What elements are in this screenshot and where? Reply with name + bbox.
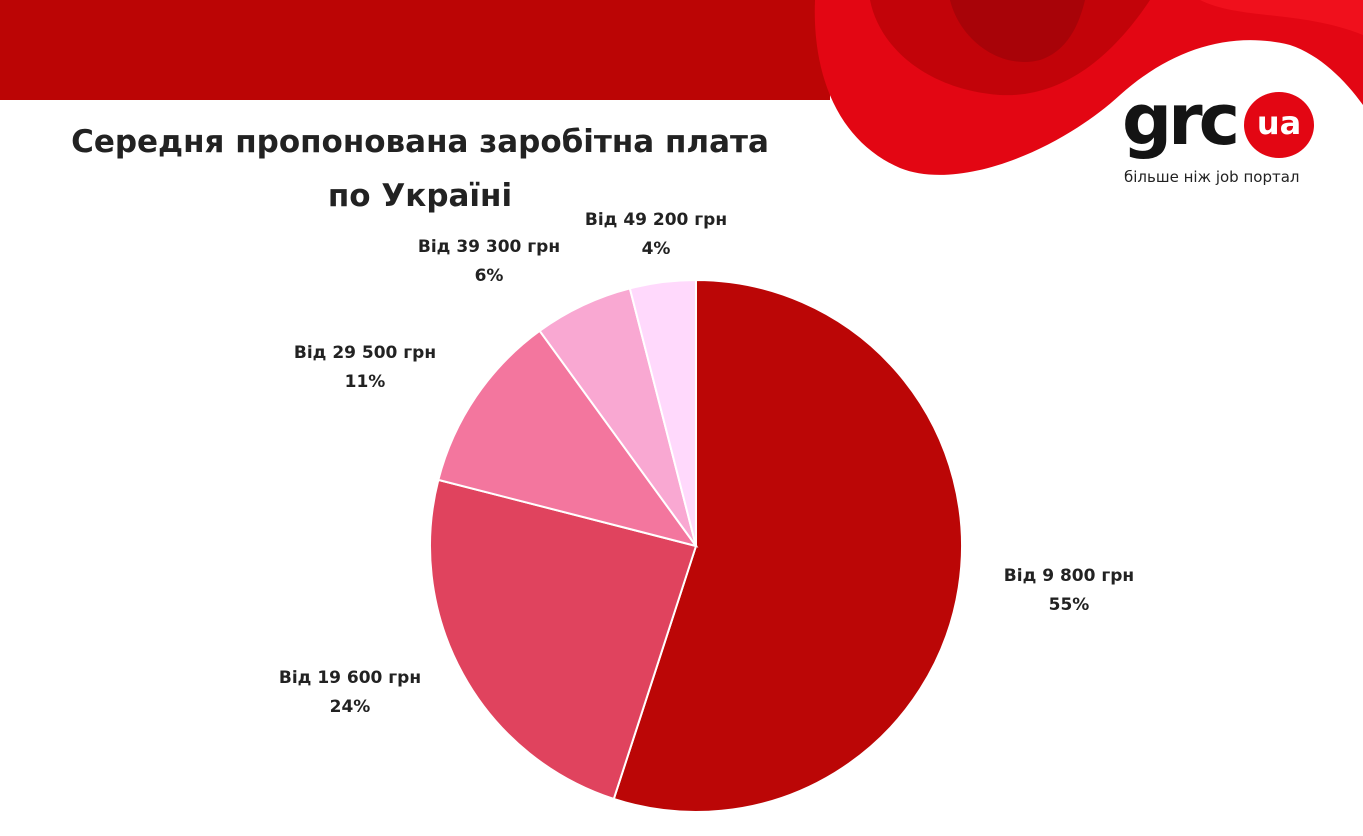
slice-label: Від 29 500 грн: [294, 343, 436, 363]
pie-labels: Від 9 800 грн 55% Від 19 600 грн 24% Від 29 …: [279, 210, 1134, 717]
slice-value-label: 4%: [642, 239, 671, 259]
slice-value-label: 6%: [475, 266, 504, 286]
header-band: [0, 0, 1363, 175]
logo-word: grc: [1122, 79, 1240, 161]
slice-value-label: 11%: [345, 372, 386, 392]
header-red-strip: [0, 0, 830, 100]
pie-slice: [429, 478, 698, 801]
chart-title-line-1: Середня пропонована заробітна плата: [71, 124, 769, 160]
slice-label: Від 49 200 грн: [585, 210, 727, 230]
slice-value-label: 55%: [1049, 595, 1090, 615]
header-wave-right: [1200, 0, 1363, 35]
logo-badge: ua: [1244, 92, 1314, 158]
slice-value-label: 24%: [330, 697, 371, 717]
pie-slices: [429, 278, 963, 813]
slice-label: Від 19 600 грн: [279, 668, 421, 688]
pie-slice: [437, 329, 699, 548]
chart-title: Середня пропонована заробітна плата по У…: [20, 115, 820, 223]
header-wave-dark-2: [950, 0, 1085, 62]
slice-label: Від 39 300 грн: [418, 237, 560, 257]
pie-slice: [612, 278, 963, 813]
logo-tagline: більше ніж job портал: [1124, 168, 1300, 186]
chart-title-line-2: по Україні: [327, 178, 513, 214]
grc-ua-logo: grc ua більше ніж job портал: [1122, 80, 1322, 198]
slice-label: Від 9 800 грн: [1004, 566, 1134, 586]
pie-slice: [628, 278, 697, 547]
